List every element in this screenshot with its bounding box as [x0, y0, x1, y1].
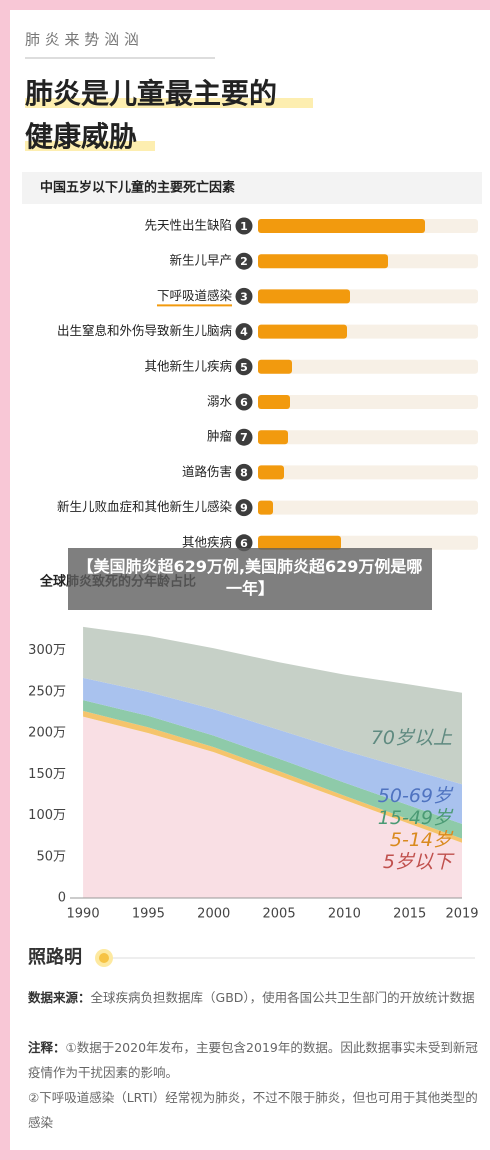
bar: [258, 289, 350, 304]
x-tick-label: 2000: [197, 907, 230, 922]
text: 全球疾病负担数据库（GBD），使用各国公共卫生部门的开放统计数据: [90, 990, 475, 1005]
y-tick-label: 50万: [36, 849, 66, 864]
category-label: 先天性出生缺陷: [144, 218, 232, 233]
bar: [258, 430, 288, 445]
overlay-banner: 【美国肺炎超629万例,美国肺炎超629万例是哪一年】: [68, 548, 432, 610]
series-label: 5-14岁: [390, 829, 454, 851]
x-tick-label: 1990: [67, 907, 100, 922]
footer-note: 注释：①数据于2020年发布，主要包含2019年的数据。因此数据事实未受到新冠疫…: [28, 1035, 478, 1085]
bar-track: [258, 430, 478, 445]
bar-track: [258, 359, 478, 374]
rank: 5: [240, 361, 248, 374]
rank: 1: [240, 220, 248, 233]
y-tick-label: 0: [58, 891, 66, 906]
area: [83, 626, 463, 785]
rank-badge: [235, 463, 253, 481]
highlight: [25, 141, 155, 151]
title-line: 健康威胁: [25, 120, 137, 153]
area: [83, 716, 463, 898]
category-label: 肿瘤: [207, 429, 233, 444]
category-label: 其他疾病: [182, 534, 232, 549]
label: 数据来源：: [28, 990, 91, 1005]
bar-track: [258, 465, 478, 480]
x-tick-label: 2010: [328, 907, 361, 922]
y-tick-label: 150万: [28, 767, 66, 782]
category-label: 下呼吸道感染: [157, 288, 233, 303]
bar: [258, 254, 388, 269]
rank: 6: [240, 396, 248, 409]
rank-badge: [235, 252, 253, 270]
rank: 9: [240, 502, 248, 515]
rank-badge: [235, 499, 253, 517]
rank-badge: [235, 323, 253, 341]
bar-track: [258, 395, 478, 409]
bar: [258, 465, 284, 480]
rank-badge: [235, 534, 253, 552]
bar: [258, 535, 341, 550]
category-label: 溺水: [207, 394, 233, 409]
rank-badge: [235, 428, 253, 446]
title-line: 肺炎是儿童最主要的: [25, 77, 277, 110]
y-tick-label: 250万: [28, 684, 66, 699]
bar: [258, 324, 347, 339]
logo: 照路明: [28, 946, 82, 968]
category-label: 新生儿早产: [169, 253, 232, 268]
chart-title: 中国五岁以下儿童的主要死亡因素: [40, 180, 235, 196]
y-tick-label: 100万: [28, 808, 66, 823]
text: ①数据于2020年发布，主要包含2019年的数据。因此数据事实未受到新冠疫情作为…: [28, 1040, 478, 1080]
rank: 6: [240, 537, 248, 550]
category-label: 道路伤害: [182, 464, 232, 479]
x-tick-label: 2005: [263, 907, 296, 922]
kicker: 肺 炎 来 势 汹 汹: [25, 31, 139, 49]
category-label: 出生窒息和外伤导致新生儿脑病: [57, 323, 232, 338]
rank: 3: [240, 290, 248, 303]
footer-source: 数据来源：全球疾病负担数据库（GBD），使用各国公共卫生部门的开放统计数据: [28, 985, 478, 1010]
series-label: 50-69岁: [378, 785, 454, 807]
area: [83, 710, 463, 843]
highlight: [25, 98, 313, 108]
rank: 4: [240, 326, 248, 339]
x-tick-label: 2019: [445, 907, 478, 922]
footer-note: ②下呼吸道感染（LRTI）经常视为肺炎，不过不限于肺炎，但也可用于其他类型的感染: [28, 1090, 478, 1130]
series-label: 5岁以下: [383, 851, 455, 873]
x-tick-label: 1995: [132, 907, 165, 922]
panel-header: [22, 172, 482, 204]
y-tick-label: 300万: [28, 643, 66, 658]
area: [83, 700, 463, 839]
category-label: 新生儿败血症和其他新生儿感染: [57, 499, 233, 514]
category-label: 其他新生儿疾病: [144, 358, 232, 373]
x-tick-label: 2015: [393, 907, 426, 922]
rank: 2: [240, 255, 248, 268]
y-tick-label: 200万: [28, 726, 66, 741]
area: [83, 677, 463, 824]
bar: [258, 500, 273, 515]
series-label: 15-49岁: [378, 807, 454, 829]
bar: [258, 395, 290, 409]
rank-badge: [235, 358, 253, 376]
rank: 8: [240, 466, 248, 479]
rank: 7: [240, 431, 248, 444]
series-label: 70岁以上: [371, 727, 453, 749]
bar: [258, 359, 292, 374]
rank-badge: [235, 217, 253, 235]
bar: [258, 219, 425, 233]
logo-dot: [99, 953, 109, 963]
label: 注释：: [28, 1040, 66, 1055]
rank-badge: [235, 287, 253, 305]
bar-track: [258, 500, 478, 515]
rank-badge: [235, 393, 253, 411]
